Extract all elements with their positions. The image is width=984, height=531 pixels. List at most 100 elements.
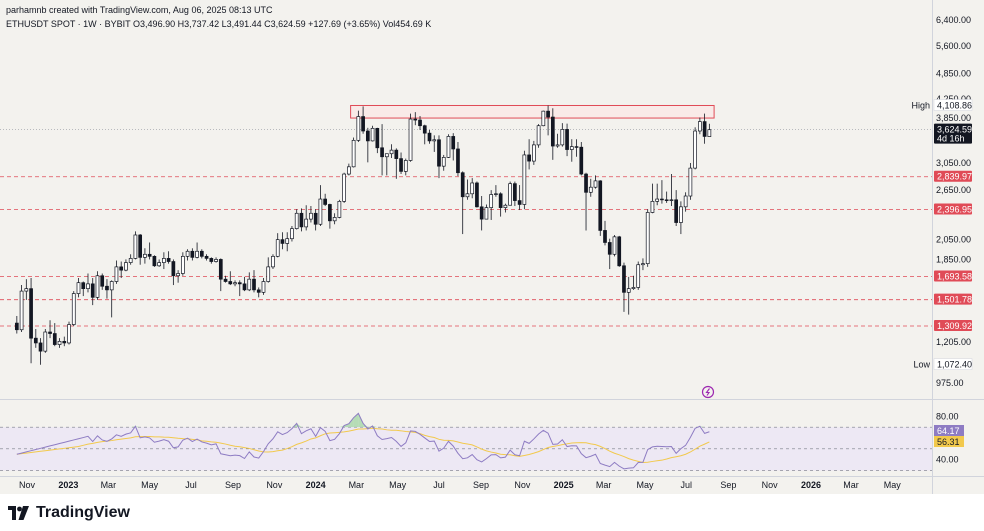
candle[interactable]: [119, 261, 124, 279]
time-tick-label[interactable]: Mar: [349, 480, 365, 490]
candle[interactable]: [52, 323, 57, 347]
candle[interactable]: [233, 280, 237, 287]
candle[interactable]: [209, 257, 214, 264]
candle[interactable]: [81, 281, 86, 297]
candle[interactable]: [86, 273, 90, 293]
price-tick-label[interactable]: 4,850.00: [936, 69, 971, 79]
candle[interactable]: [347, 163, 351, 176]
candle[interactable]: [275, 233, 280, 258]
candle[interactable]: [76, 278, 81, 298]
price-tick-label[interactable]: 1,205.00: [936, 337, 971, 347]
brand-footer[interactable]: TradingView: [8, 503, 130, 523]
time-tick-label[interactable]: May: [636, 480, 654, 490]
price-tick-label[interactable]: 4,250.00: [936, 94, 971, 104]
candle[interactable]: [228, 271, 233, 286]
candle[interactable]: [593, 175, 598, 189]
candle[interactable]: [356, 110, 361, 143]
candle[interactable]: [674, 190, 679, 227]
candle[interactable]: [503, 203, 508, 213]
candle[interactable]: [105, 279, 109, 299]
candle[interactable]: [71, 291, 76, 327]
candle[interactable]: [546, 105, 550, 136]
candle[interactable]: [114, 260, 119, 284]
candle[interactable]: [655, 183, 660, 206]
rsi-value-badge[interactable]: 64.17: [934, 425, 964, 437]
time-tick-label[interactable]: Mar: [596, 480, 612, 490]
candle[interactable]: [498, 192, 503, 217]
price-tick-label[interactable]: 2,050.00: [936, 235, 971, 245]
time-tick-label[interactable]: Sep: [720, 480, 736, 490]
time-tick-label[interactable]: Sep: [473, 480, 489, 490]
support-level-badge[interactable]: 2,396.95: [934, 203, 972, 215]
candle[interactable]: [403, 158, 408, 176]
candle[interactable]: [304, 205, 309, 231]
candle[interactable]: [285, 232, 290, 252]
time-tick-label[interactable]: Jul: [433, 480, 445, 490]
candle[interactable]: [294, 209, 299, 230]
time-axis[interactable]: Nov 2023 Mar May Jul Sep Nov 2024 Mar May Jul Sep No…: [19, 480, 901, 490]
candle[interactable]: [427, 129, 432, 144]
candle[interactable]: [29, 278, 33, 364]
candle[interactable]: [181, 252, 185, 276]
candle[interactable]: [328, 203, 332, 229]
price-tick-label[interactable]: 2,650.00: [936, 185, 971, 195]
candle[interactable]: [309, 206, 313, 223]
candle[interactable]: [494, 185, 498, 197]
price-tick-label[interactable]: 6,400.00: [936, 15, 971, 25]
support-level-badge[interactable]: 2,839.97: [934, 170, 972, 182]
time-tick-label[interactable]: Jul: [681, 480, 693, 490]
candle[interactable]: [157, 259, 161, 267]
candle[interactable]: [109, 280, 114, 318]
candle[interactable]: [456, 142, 460, 177]
time-tick-label[interactable]: Sep: [225, 480, 241, 490]
candle[interactable]: [380, 124, 384, 176]
candle[interactable]: [460, 171, 465, 235]
time-tick-label[interactable]: Nov: [514, 480, 531, 490]
candle[interactable]: [441, 154, 446, 171]
candle[interactable]: [465, 179, 470, 200]
candle[interactable]: [418, 116, 422, 130]
candle[interactable]: [669, 174, 674, 207]
candle[interactable]: [38, 338, 43, 365]
candle[interactable]: [664, 191, 669, 203]
resistance-zone[interactable]: [350, 104, 715, 119]
candle[interactable]: [470, 178, 475, 199]
candle[interactable]: [489, 190, 494, 220]
candle[interactable]: [185, 249, 190, 261]
candle[interactable]: [527, 139, 531, 170]
candle[interactable]: [408, 113, 413, 162]
candle[interactable]: [626, 276, 631, 315]
time-tick-label[interactable]: Nov: [266, 480, 283, 490]
candle[interactable]: [271, 254, 275, 270]
candle[interactable]: [394, 148, 399, 179]
candle[interactable]: [584, 172, 588, 231]
candle[interactable]: [451, 133, 456, 161]
candle[interactable]: [588, 178, 593, 197]
support-level-badge[interactable]: 1,309.92: [934, 320, 972, 332]
candle[interactable]: [555, 133, 560, 148]
candle[interactable]: [375, 127, 380, 154]
candle[interactable]: [389, 144, 394, 158]
candle[interactable]: [19, 285, 24, 333]
candle[interactable]: [569, 139, 574, 162]
time-tick-label[interactable]: May: [141, 480, 159, 490]
candle[interactable]: [645, 209, 650, 267]
rsi-ma-badge[interactable]: 56.31: [934, 436, 964, 448]
time-tick-label[interactable]: Jul: [185, 480, 197, 490]
candle[interactable]: [365, 127, 370, 163]
candle[interactable]: [242, 276, 247, 292]
candle[interactable]: [641, 258, 645, 271]
candle[interactable]: [204, 254, 209, 261]
time-tick-label[interactable]: May: [884, 480, 902, 490]
candle[interactable]: [33, 328, 38, 348]
price-tick-label[interactable]: 3,850.00: [936, 113, 971, 123]
rsi-ma-line[interactable]: [16, 427, 710, 464]
symbol-info[interactable]: ETHUSDT SPOT · 1W · BYBIT O3,496.90 H3,7…: [6, 19, 431, 29]
alert-icon[interactable]: [701, 385, 715, 399]
candle[interactable]: [565, 123, 569, 157]
candle[interactable]: [351, 137, 356, 168]
price-tick-label[interactable]: 5,600.00: [936, 41, 971, 51]
price-tick-label[interactable]: 1,850.00: [936, 254, 971, 264]
candle[interactable]: [143, 248, 147, 264]
candle[interactable]: [660, 180, 664, 204]
